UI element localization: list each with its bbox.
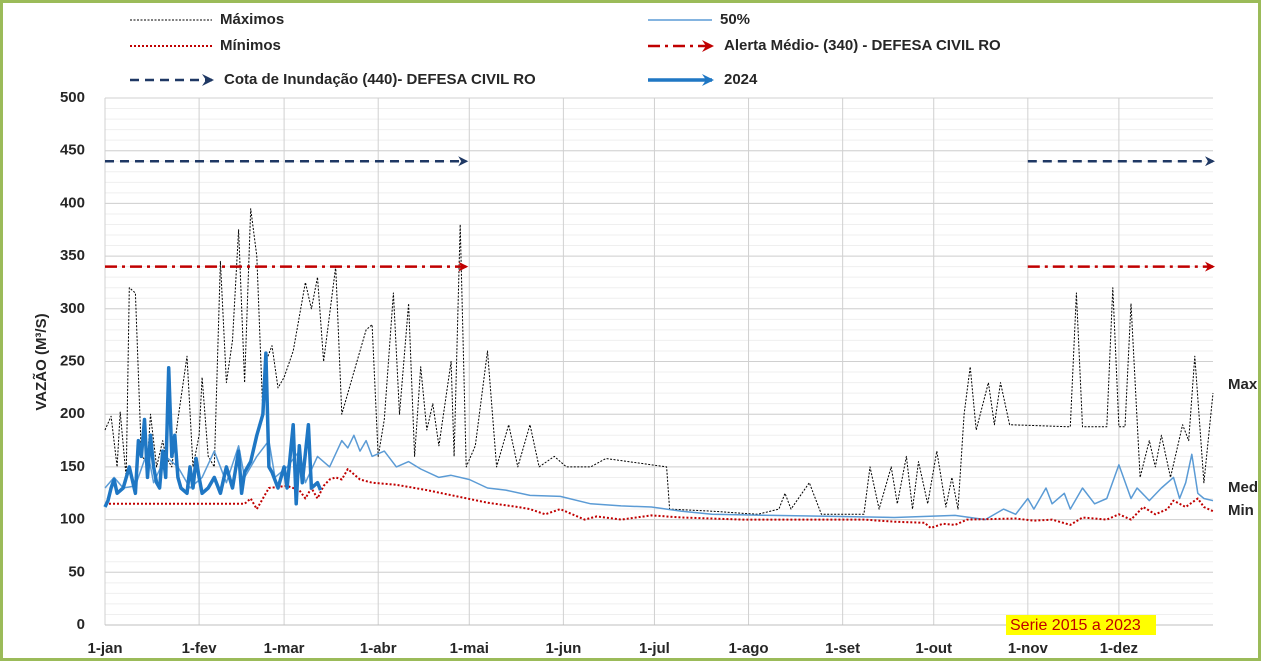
legend-label: Cota de Inundação (440)- DEFESA CIVIL RO: [224, 71, 536, 88]
y-tick-label: 250: [60, 352, 85, 369]
legend-label: Alerta Médio- (340) - DEFESA CIVIL RO: [724, 37, 1001, 54]
annotation-highlight: [1006, 615, 1156, 635]
y-axis-label: VAZÃO (M³/S): [32, 313, 50, 410]
arrow-head: [458, 261, 469, 272]
x-tick-label: 1-mar: [264, 640, 305, 657]
annotation: Max: [1228, 376, 1258, 393]
legend-arrow: [702, 40, 714, 52]
y-tick-label: 200: [60, 405, 85, 422]
legend-arrow: [202, 74, 214, 86]
legend-label: 50%: [720, 11, 750, 28]
x-tick-label: 1-jan: [87, 640, 122, 657]
x-tick-label: 1-ago: [729, 640, 769, 657]
y-tick-label: 0: [77, 616, 85, 633]
series-line: [104, 208, 1214, 515]
x-tick-label: 1-out: [915, 640, 952, 657]
series-line: [104, 434, 1214, 521]
series-line: [103, 351, 323, 508]
annotation: Med: [1228, 479, 1258, 496]
x-tick-label: 1-jul: [639, 640, 670, 657]
x-tick-label: 1-dez: [1100, 640, 1138, 657]
x-tick-label: 1-fev: [182, 640, 218, 657]
legend-label: Máximos: [220, 11, 284, 28]
x-tick-label: 1-abr: [360, 640, 397, 657]
arrow-head: [458, 156, 469, 167]
x-tick-label: 1-mai: [450, 640, 489, 657]
y-tick-label: 450: [60, 142, 85, 159]
x-tick-label: 1-set: [825, 640, 860, 657]
annotation: Serie 2015 a 2023: [1010, 617, 1141, 634]
y-tick-label: 300: [60, 300, 85, 317]
y-tick-label: 350: [60, 247, 85, 264]
y-tick-label: 100: [60, 511, 85, 528]
y-tick-label: 50: [68, 563, 85, 580]
y-tick-label: 150: [60, 458, 85, 475]
legend-label: Mínimos: [220, 37, 281, 54]
x-tick-label: 1-nov: [1008, 640, 1049, 657]
y-tick-label: 500: [60, 89, 85, 106]
series-line: [105, 468, 1214, 529]
y-tick-label: 400: [60, 194, 85, 211]
annotation: Min: [1228, 502, 1254, 519]
x-tick-label: 1-jun: [545, 640, 581, 657]
legend-arrow: [702, 74, 714, 86]
legend-label: 2024: [724, 71, 758, 88]
